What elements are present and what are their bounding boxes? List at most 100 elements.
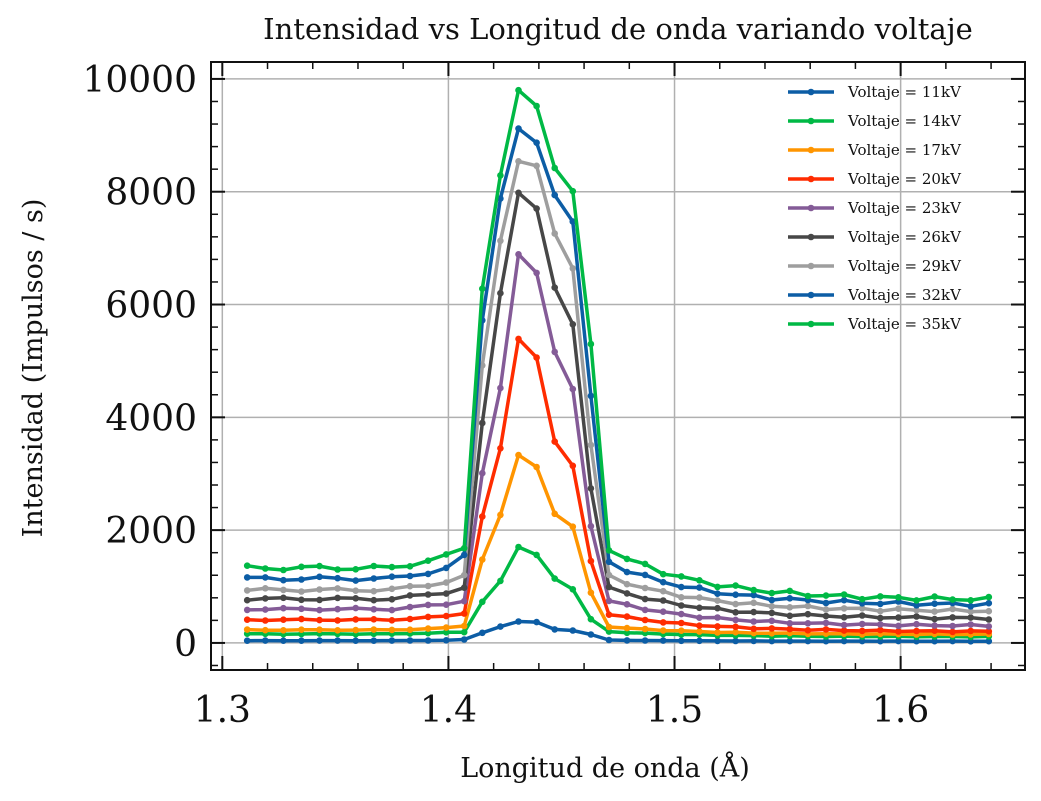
data-point xyxy=(985,637,993,645)
data-point xyxy=(406,626,414,633)
data-point xyxy=(623,590,631,597)
data-point xyxy=(243,616,251,623)
data-point xyxy=(804,627,812,634)
data-point xyxy=(515,125,522,132)
data-point xyxy=(967,603,974,610)
series-8 xyxy=(243,125,993,610)
data-point xyxy=(750,608,757,616)
data-point xyxy=(985,607,993,615)
data-point xyxy=(587,557,595,565)
data-point xyxy=(262,606,269,613)
data-point xyxy=(895,614,902,621)
legend-marker xyxy=(807,204,815,212)
data-point xyxy=(768,625,776,632)
data-point xyxy=(678,610,685,618)
legend-marker xyxy=(807,320,815,328)
data-point xyxy=(551,164,558,172)
chart-title: Intensidad vs Longitud de onda variando … xyxy=(263,12,973,46)
series-7 xyxy=(243,158,993,615)
data-point xyxy=(352,587,360,594)
data-point xyxy=(460,584,468,591)
data-point xyxy=(406,603,414,611)
data-point xyxy=(497,289,504,297)
data-point xyxy=(442,612,450,620)
data-point xyxy=(370,587,378,595)
data-point xyxy=(334,637,341,644)
data-point xyxy=(786,620,794,627)
data-point xyxy=(515,335,522,343)
data-point xyxy=(370,575,378,582)
data-point xyxy=(641,606,649,614)
data-point xyxy=(424,613,432,621)
data-point xyxy=(388,585,396,593)
data-point xyxy=(497,577,504,585)
data-point xyxy=(280,594,287,602)
data-point xyxy=(334,566,341,573)
data-point xyxy=(913,627,920,635)
data-point xyxy=(949,622,956,630)
data-point xyxy=(388,573,396,580)
data-point xyxy=(533,205,540,212)
data-point xyxy=(913,597,920,604)
data-point xyxy=(515,86,522,94)
data-point xyxy=(732,591,739,598)
data-point xyxy=(515,251,522,258)
data-point xyxy=(840,591,848,598)
data-point xyxy=(479,629,486,637)
data-point xyxy=(949,614,956,621)
data-point xyxy=(352,566,360,573)
data-point xyxy=(877,600,884,608)
legend-item: Voltaje = 23kV xyxy=(788,199,962,217)
data-point xyxy=(732,637,739,645)
data-point xyxy=(406,582,414,590)
data-point xyxy=(967,621,974,628)
data-point xyxy=(551,575,558,582)
data-point xyxy=(316,573,323,581)
data-point xyxy=(551,284,558,291)
data-point xyxy=(424,637,432,644)
data-point xyxy=(678,594,685,601)
data-point xyxy=(696,614,703,621)
data-point xyxy=(280,627,287,634)
legend-item: Voltaje = 26kV xyxy=(788,228,962,246)
data-point xyxy=(623,568,631,576)
data-point xyxy=(768,637,776,645)
data-point xyxy=(804,620,812,627)
data-point xyxy=(931,627,938,634)
data-point xyxy=(316,616,323,624)
data-point xyxy=(533,551,540,559)
series-line xyxy=(247,337,989,634)
data-point xyxy=(750,599,757,607)
data-point xyxy=(750,586,757,594)
x-tick-label: 1.3 xyxy=(194,690,251,731)
data-point xyxy=(804,610,812,618)
data-point xyxy=(533,354,540,361)
data-point xyxy=(931,593,938,600)
data-point xyxy=(696,637,703,645)
data-point xyxy=(877,626,884,634)
data-point xyxy=(370,616,378,623)
data-point xyxy=(931,637,938,645)
data-point xyxy=(316,606,323,614)
data-point xyxy=(659,637,667,644)
data-point xyxy=(334,605,341,613)
data-point xyxy=(605,611,613,618)
data-point xyxy=(913,602,920,609)
data-point xyxy=(605,547,613,554)
data-point xyxy=(696,628,703,635)
data-point xyxy=(714,590,721,597)
data-point xyxy=(388,596,396,603)
data-point xyxy=(424,601,432,609)
legend-label: Voltaje = 35kV xyxy=(847,315,962,333)
data-point xyxy=(623,601,631,608)
data-point xyxy=(316,626,323,633)
data-point xyxy=(298,563,305,571)
legend-marker xyxy=(807,291,815,299)
data-point xyxy=(641,625,649,633)
data-point xyxy=(768,603,776,610)
data-point xyxy=(678,583,685,591)
data-point xyxy=(533,463,540,471)
data-point xyxy=(262,617,269,624)
data-point xyxy=(696,622,703,629)
data-point xyxy=(479,513,486,520)
